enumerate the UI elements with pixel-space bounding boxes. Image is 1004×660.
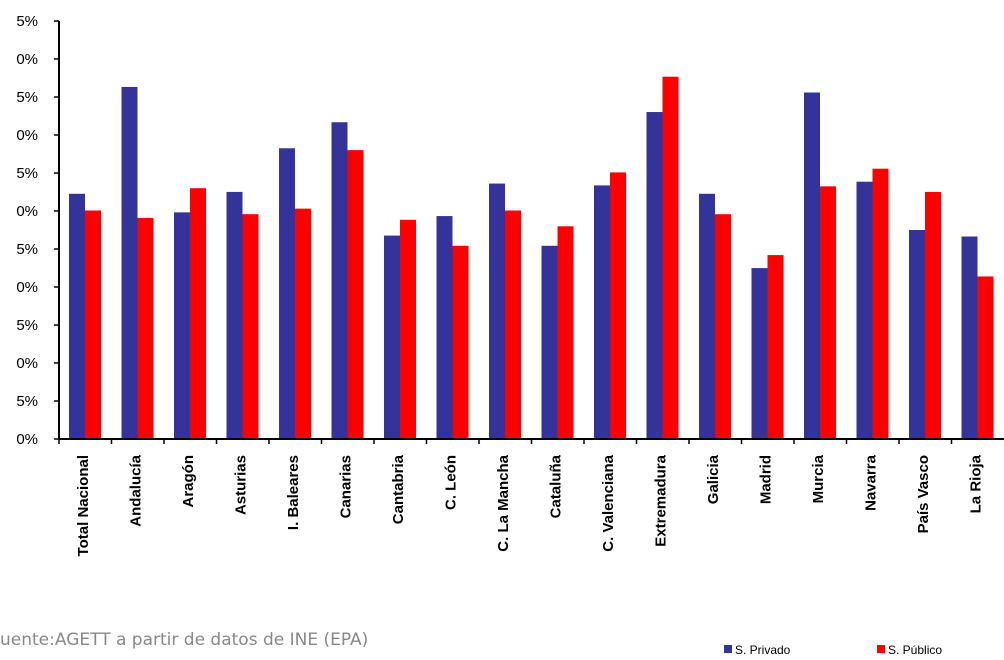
legend: S. Privado S. Público bbox=[724, 643, 942, 657]
bar-publico bbox=[820, 186, 836, 439]
bar-publico bbox=[85, 210, 101, 439]
x-category-label: Navarra bbox=[863, 454, 880, 511]
x-category-label: C. Valenciana bbox=[600, 454, 617, 551]
y-tick-label: 5% bbox=[16, 317, 38, 334]
bar-privado bbox=[699, 193, 715, 439]
y-tick-label: 0% bbox=[16, 279, 38, 296]
y-tick-label: 0% bbox=[16, 203, 38, 220]
legend-swatch-privado bbox=[724, 645, 732, 653]
y-tick-label: 0% bbox=[16, 355, 38, 372]
legend-label-publico: S. Público bbox=[888, 643, 942, 657]
bar-publico bbox=[925, 191, 941, 439]
x-category-label: Extremadura bbox=[653, 454, 670, 546]
bar-privado bbox=[489, 183, 505, 439]
x-category-label: La Rioja bbox=[968, 454, 985, 513]
bars-group bbox=[69, 76, 994, 440]
bar-publico bbox=[715, 214, 731, 439]
bar-privado bbox=[856, 181, 873, 439]
bar-privado bbox=[384, 235, 400, 439]
x-category-label: C. León bbox=[443, 455, 460, 510]
bar-privado bbox=[804, 92, 820, 439]
x-category-label: I. Baleares bbox=[285, 455, 302, 530]
x-category-label: Asturias bbox=[233, 455, 250, 515]
bar-privado bbox=[174, 212, 190, 439]
legend-swatch-publico bbox=[877, 645, 885, 653]
bar-publico bbox=[872, 168, 889, 439]
x-category-label: Madrid bbox=[758, 455, 775, 504]
x-category-label: Cataluña bbox=[548, 454, 565, 518]
bar-privado bbox=[226, 191, 243, 439]
y-tick-label: 0% bbox=[16, 51, 38, 68]
x-category-label: Andalucía bbox=[128, 454, 145, 526]
bar-publico bbox=[347, 150, 364, 440]
x-category-label: Canarias bbox=[338, 455, 355, 518]
x-category-label: Murcia bbox=[810, 454, 827, 503]
bar-privado bbox=[961, 236, 978, 439]
bar-publico bbox=[190, 188, 206, 439]
y-tick-label: 5% bbox=[16, 165, 38, 182]
bar-publico bbox=[557, 226, 574, 439]
bar-privado bbox=[646, 112, 663, 439]
bar-publico bbox=[505, 210, 521, 439]
source-note: uente:AGETT a partir de datos de INE (EP… bbox=[0, 630, 369, 650]
bar-publico bbox=[137, 217, 154, 439]
x-category-label: Cantabria bbox=[390, 454, 407, 524]
bar-privado bbox=[909, 230, 925, 439]
bar-privado bbox=[541, 245, 558, 439]
x-category-label: Galicia bbox=[705, 454, 722, 504]
y-tick-label: 0% bbox=[16, 127, 38, 144]
bar-privado bbox=[436, 216, 453, 439]
bar-privado bbox=[69, 193, 85, 439]
bar-publico bbox=[977, 276, 994, 439]
bar-privado bbox=[331, 122, 348, 439]
bar-privado bbox=[279, 148, 295, 439]
bar-privado bbox=[751, 268, 768, 439]
bar-privado bbox=[594, 185, 610, 439]
x-category-label: País Vasco bbox=[915, 455, 932, 533]
bar-publico bbox=[610, 172, 626, 440]
bar-publico bbox=[242, 214, 259, 439]
y-tick-label: 5% bbox=[16, 241, 38, 258]
x-axis-category-labels: Total Nacional Andalucía Aragón Asturias I. … bbox=[58, 439, 985, 556]
bar-publico bbox=[767, 255, 784, 439]
y-tick-label: 5% bbox=[16, 89, 38, 106]
x-category-label: Aragón bbox=[180, 455, 197, 508]
y-tick-label: 5% bbox=[16, 393, 38, 410]
bar-publico bbox=[295, 208, 311, 439]
y-axis-ticks: 0% 5% 0% 5% 0% 5% 0% 5% 0% 5% 0% 5% bbox=[16, 13, 59, 448]
y-tick-label: 5% bbox=[16, 13, 38, 30]
y-tick-label: 0% bbox=[16, 431, 38, 448]
bar-publico bbox=[452, 245, 469, 439]
x-category-label: C. La Mancha bbox=[495, 454, 512, 551]
bar-privado bbox=[121, 86, 138, 439]
x-category-label: Total Nacional bbox=[75, 455, 92, 556]
legend-label-privado: S. Privado bbox=[735, 643, 791, 657]
bar-publico bbox=[400, 219, 416, 439]
bar-publico bbox=[662, 76, 679, 439]
